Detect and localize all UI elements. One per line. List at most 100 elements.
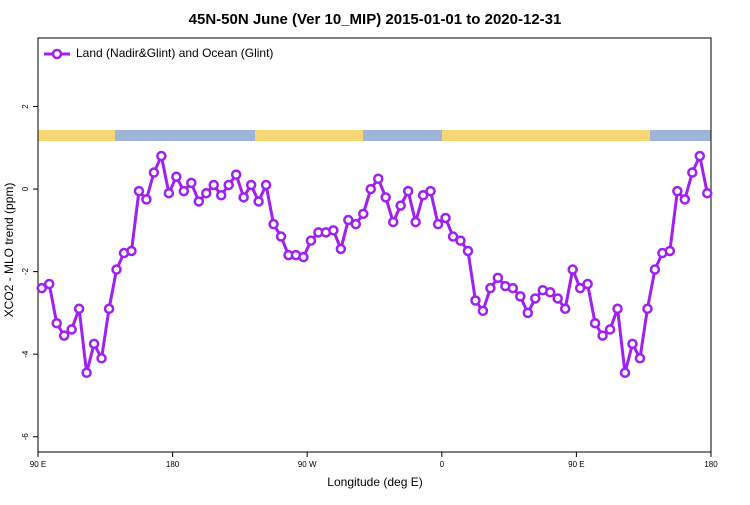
data-point: [66, 324, 77, 335]
y-tick-label: 2: [21, 104, 30, 109]
data-point: [230, 169, 242, 180]
data-point: [163, 187, 175, 199]
data-point: [253, 196, 264, 207]
data-point: [208, 179, 219, 191]
data-point: [43, 278, 55, 290]
data-point: [215, 190, 227, 201]
data-point: [343, 214, 354, 226]
data-point: [36, 282, 47, 294]
data-point: [492, 272, 504, 284]
data-point: [417, 190, 429, 201]
data-point: [402, 185, 414, 197]
data-point: [515, 291, 526, 302]
data-point: [186, 177, 197, 189]
chart-title: 45N-50N June (Ver 10_MIP) 2015-01-01 to …: [189, 11, 562, 28]
data-point: [133, 185, 145, 197]
data-point: [88, 338, 100, 350]
data-point: [574, 282, 586, 294]
x-tick-label: 90 W: [298, 460, 317, 469]
legend-marker: [51, 48, 63, 60]
data-point: [305, 235, 317, 246]
data-point: [552, 293, 563, 304]
data-point: [462, 245, 474, 257]
y-tick-label: 0: [21, 186, 30, 191]
x-axis-label: Longitude (deg E): [327, 475, 422, 489]
data-point: [649, 264, 661, 275]
data-point: [432, 218, 444, 230]
data-point: [544, 287, 556, 298]
y-tick-label: -4: [21, 350, 30, 358]
data-point: [694, 150, 706, 162]
data-point: [298, 251, 309, 263]
data-point: [559, 303, 571, 315]
data-point: [223, 179, 234, 191]
data-point: [335, 243, 347, 255]
data-point: [268, 218, 279, 230]
data-point: [672, 185, 683, 197]
data-point: [358, 208, 369, 220]
land-ocean-strip: [38, 130, 711, 141]
land-band: [442, 130, 650, 141]
data-point: [477, 305, 489, 317]
data-point: [642, 303, 653, 315]
data-point: [455, 235, 466, 246]
x-tick-label: 180: [704, 460, 718, 469]
data-point: [582, 278, 593, 290]
data-point: [619, 367, 631, 378]
data-point: [171, 171, 182, 182]
data-point: [387, 216, 399, 228]
ocean-band: [38, 130, 711, 141]
data-point: [365, 183, 377, 195]
x-tick-label: 90 E: [30, 460, 46, 469]
data-point: [126, 245, 137, 257]
data-point: [372, 173, 384, 185]
data-point: [522, 307, 534, 319]
data-point: [328, 225, 339, 236]
data-point: [58, 330, 70, 341]
data-point: [141, 194, 152, 205]
data-point: [111, 264, 122, 275]
data-point: [567, 264, 578, 275]
land-band: [38, 130, 115, 141]
data-point: [350, 218, 362, 230]
data-point: [238, 192, 249, 203]
x-tick-label: 0: [440, 460, 445, 469]
data-point: [634, 353, 646, 364]
data-point: [679, 194, 691, 205]
plot-frame: [37, 37, 712, 453]
data-point: [395, 200, 406, 211]
y-axis-label: XCO2 - MLO trend (ppm): [2, 183, 16, 318]
x-tick-label: 180: [166, 460, 180, 469]
y-tick-label: -2: [21, 268, 30, 276]
data-point: [440, 212, 451, 224]
data-point: [627, 338, 638, 350]
data-point: [410, 216, 421, 228]
data-point: [178, 185, 190, 197]
data-point: [275, 231, 287, 242]
data-point: [702, 187, 713, 199]
data-point: [103, 303, 115, 315]
data-point: [485, 282, 496, 294]
data-point: [73, 303, 85, 315]
legend-label: Land (Nadir&Glint) and Ocean (Glint): [76, 46, 273, 60]
data-point: [193, 196, 205, 207]
data-point: [612, 303, 623, 315]
data-point: [687, 167, 698, 178]
data-point: [81, 367, 92, 378]
data-point: [470, 295, 481, 306]
y-tick-label: -6: [21, 433, 30, 441]
data-point: [530, 293, 541, 304]
data-point: [51, 317, 62, 329]
data-point: [96, 353, 107, 364]
x-tick-label: 90 E: [568, 460, 584, 469]
data-point: [156, 150, 167, 162]
data-point: [507, 282, 519, 294]
data-point: [260, 179, 272, 191]
data-point: [447, 231, 459, 242]
data-point: [425, 185, 436, 197]
data-point: [201, 187, 212, 199]
data-point: [664, 245, 676, 257]
land-band: [255, 130, 363, 141]
data-point: [604, 324, 616, 335]
